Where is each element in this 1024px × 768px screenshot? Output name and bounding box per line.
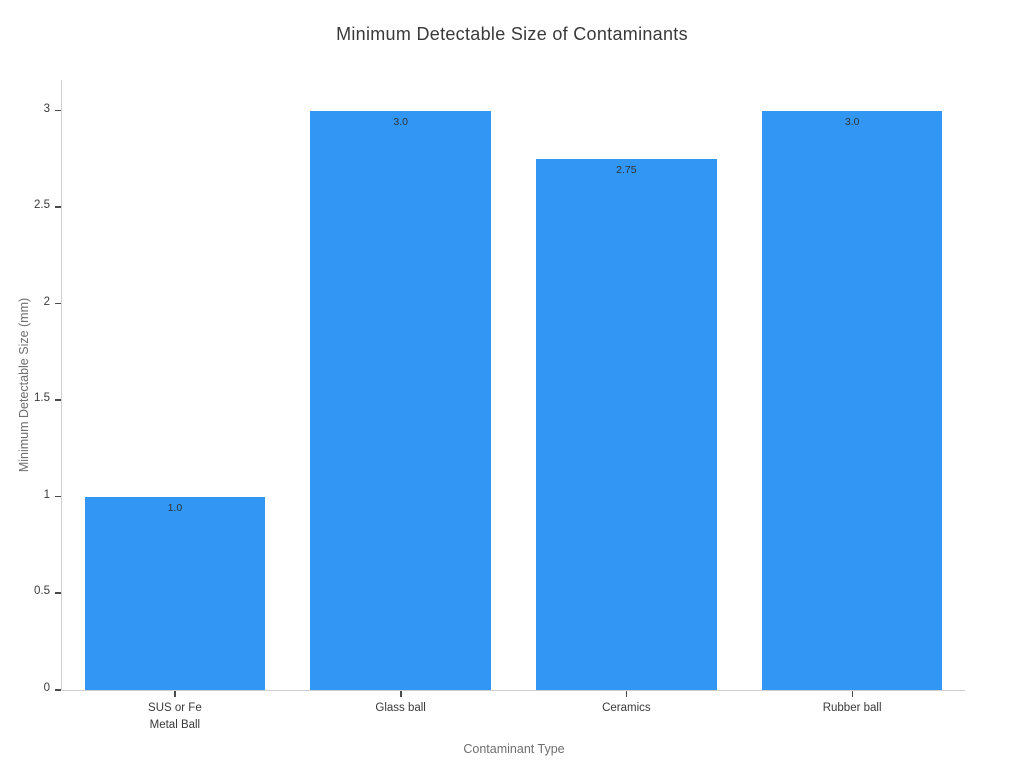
x-axis-title: Contaminant Type	[463, 742, 565, 756]
bar	[310, 110, 491, 690]
y-tick-mark	[55, 399, 61, 401]
x-axis-line	[62, 690, 965, 691]
y-tick-label: 0.5	[34, 585, 50, 598]
y-tick-label: 2.5	[34, 199, 50, 212]
bar-value-label: 3.0	[393, 115, 408, 128]
y-tick-label: 2	[43, 295, 50, 308]
y-tick-label: 3	[43, 102, 50, 115]
y-axis-title: Minimum Detectable Size (mm)	[17, 297, 31, 473]
bar	[84, 496, 266, 690]
y-tick-label: 1	[43, 488, 50, 501]
bar-value-label: 3.0	[844, 115, 860, 128]
x-tick-mark	[400, 691, 402, 697]
x-tick-label: SUS or Fe Metal Ball	[148, 702, 202, 731]
x-tick-label: Ceramics	[602, 702, 651, 714]
y-tick-mark	[55, 109, 61, 112]
x-tick-mark	[851, 691, 854, 697]
x-tick-label: Glass ball	[375, 702, 426, 714]
y-tick-label: 0	[43, 682, 50, 694]
chart-title: Minimum Detectable Size of Contaminants	[336, 24, 688, 44]
x-tick-mark	[625, 691, 628, 697]
y-tick-mark	[55, 495, 61, 498]
bar	[761, 110, 943, 690]
y-tick-mark	[55, 592, 61, 594]
y-tick-mark	[55, 302, 61, 305]
y-tick-mark	[55, 689, 61, 691]
bar-value-label: 1.0	[167, 501, 183, 514]
y-tick-mark	[55, 206, 61, 208]
bar-value-label: 2.75	[616, 164, 637, 177]
y-tick-label: 1.5	[34, 392, 50, 405]
y-axis-line	[61, 80, 62, 690]
bar	[536, 159, 717, 690]
x-tick-mark	[174, 691, 176, 697]
x-tick-label: Rubber ball	[822, 702, 882, 714]
